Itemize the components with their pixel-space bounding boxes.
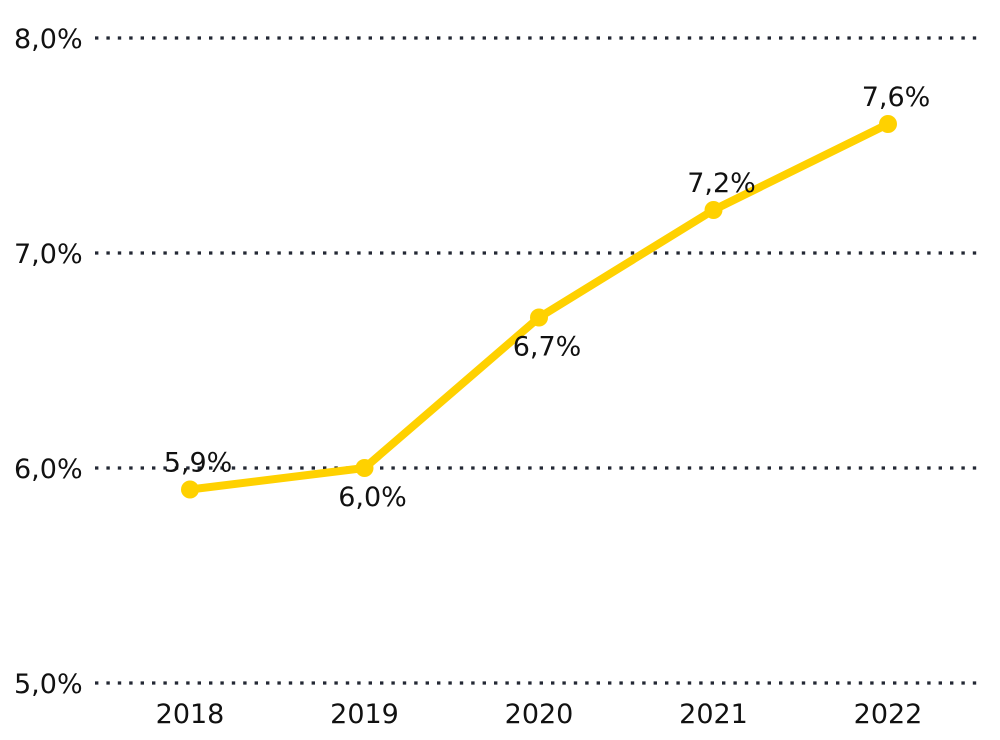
data-point-label: 6,0% [338, 482, 407, 513]
y-axis-tick-label: 6,0% [14, 454, 83, 485]
data-point-marker [181, 480, 199, 499]
x-axis-tick-label: 2019 [330, 699, 399, 730]
data-point-marker [704, 201, 723, 219]
data-point-marker [530, 308, 548, 327]
y-axis-tick-label: 8,0% [14, 24, 83, 55]
x-axis-tick-label: 2022 [854, 699, 923, 730]
x-axis-tick-label: 2020 [505, 699, 574, 730]
x-axis-tick-label: 2018 [156, 699, 225, 730]
data-point-label: 7,2% [687, 168, 756, 199]
series-line [186, 120, 892, 494]
y-axis-tick-label: 5,0% [14, 669, 83, 700]
data-point-marker [355, 459, 374, 477]
x-axis-tick-label: 2021 [679, 699, 748, 730]
data-point-label: 6,7% [513, 332, 582, 363]
data-point-label: 5,9% [164, 448, 233, 479]
y-axis-tick-label: 7,0% [14, 239, 83, 270]
data-point-marker [879, 115, 897, 133]
data-point-label: 7,6% [862, 82, 931, 113]
